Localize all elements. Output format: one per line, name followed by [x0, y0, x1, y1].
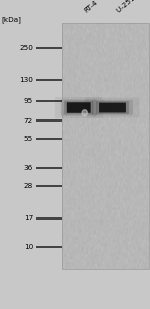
Text: 95: 95	[24, 98, 33, 104]
Bar	[36, 138, 62, 140]
Bar	[36, 119, 62, 121]
Bar	[36, 47, 62, 49]
FancyBboxPatch shape	[99, 103, 126, 112]
FancyBboxPatch shape	[92, 100, 133, 115]
Text: U-251 MG: U-251 MG	[116, 0, 147, 14]
FancyBboxPatch shape	[61, 99, 97, 116]
Text: 130: 130	[19, 77, 33, 83]
Bar	[62, 23, 149, 269]
Text: 28: 28	[24, 183, 33, 189]
FancyBboxPatch shape	[64, 101, 93, 114]
FancyBboxPatch shape	[86, 98, 139, 117]
Text: 10: 10	[24, 244, 33, 250]
Bar	[36, 218, 62, 219]
Text: 36: 36	[24, 165, 33, 171]
FancyBboxPatch shape	[67, 102, 91, 113]
Text: [kDa]: [kDa]	[2, 17, 21, 23]
Ellipse shape	[82, 110, 87, 116]
Bar	[36, 167, 62, 169]
Text: 17: 17	[24, 215, 33, 222]
Bar	[36, 246, 62, 248]
Bar	[36, 185, 62, 187]
Text: 55: 55	[24, 136, 33, 142]
Text: 72: 72	[24, 117, 33, 124]
Text: RT-4: RT-4	[83, 0, 99, 14]
Bar	[36, 100, 62, 102]
FancyBboxPatch shape	[55, 97, 103, 118]
Bar	[36, 79, 62, 81]
Text: 250: 250	[19, 45, 33, 51]
FancyBboxPatch shape	[96, 101, 129, 114]
